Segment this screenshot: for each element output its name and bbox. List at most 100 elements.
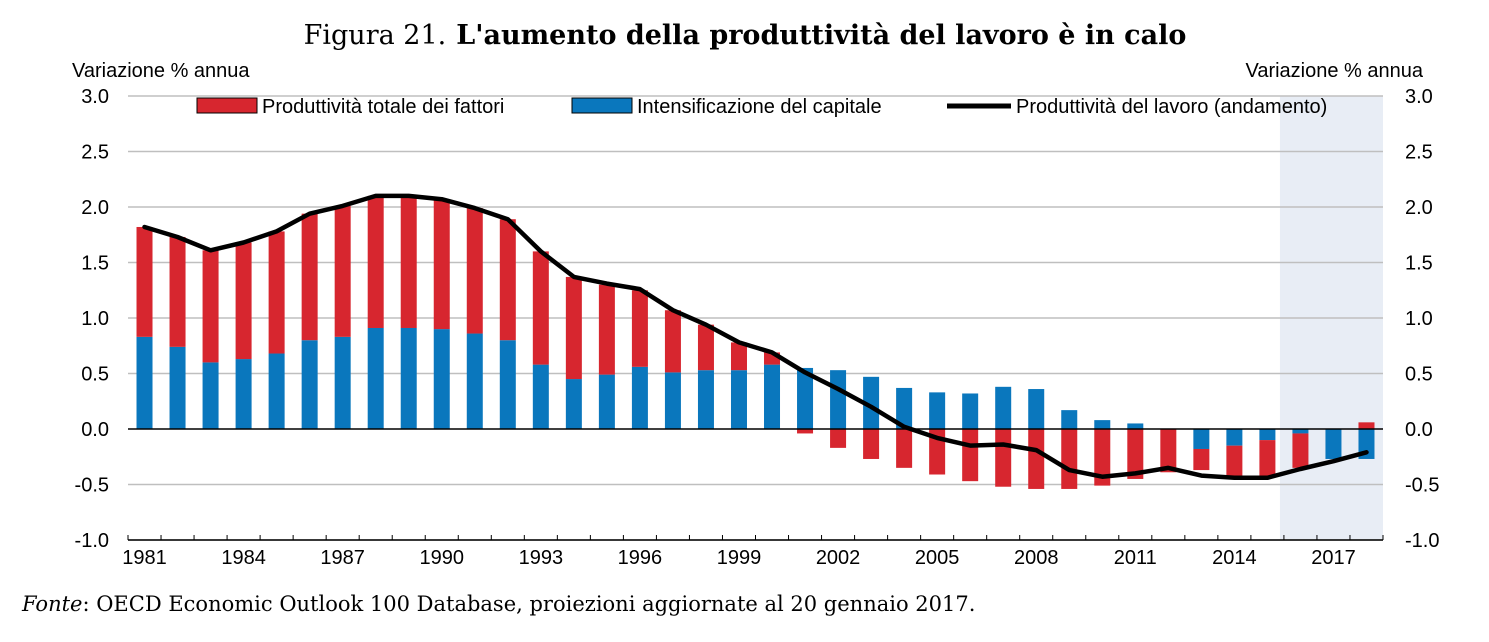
bar-capital bbox=[962, 393, 979, 429]
bar-tfp bbox=[400, 195, 417, 328]
bar-tfp bbox=[499, 219, 516, 341]
bar-capital bbox=[532, 364, 549, 429]
bar-tfp bbox=[664, 310, 681, 373]
y-tick-label-right: 2.0 bbox=[1405, 197, 1433, 219]
x-tick-label: 1993 bbox=[519, 547, 564, 569]
y-tick-label-left: 0.0 bbox=[81, 419, 109, 441]
bar-capital bbox=[334, 336, 351, 429]
x-tick-label: 2002 bbox=[816, 547, 861, 569]
bar-tfp bbox=[1226, 445, 1243, 477]
bar-capital bbox=[730, 370, 747, 429]
bar-capital bbox=[1325, 429, 1342, 459]
x-tick-label: 1984 bbox=[221, 547, 266, 569]
bar-tfp bbox=[1358, 422, 1375, 429]
x-tick-label: 2008 bbox=[1014, 547, 1059, 569]
bar-capital bbox=[1028, 389, 1045, 429]
bar-capital bbox=[764, 364, 781, 429]
bar-capital bbox=[598, 374, 615, 429]
y-tick-label-right: 1.0 bbox=[1405, 308, 1433, 330]
bar-capital bbox=[797, 367, 814, 429]
bar-tfp bbox=[598, 284, 615, 375]
bar-tfp bbox=[1292, 433, 1309, 468]
bar-tfp bbox=[730, 342, 747, 371]
bar-capital bbox=[268, 353, 285, 429]
bar-tfp bbox=[1259, 440, 1276, 477]
x-tick-label: 1990 bbox=[420, 547, 465, 569]
source-note: Fonte: OECD Economic Outlook 100 Databas… bbox=[21, 592, 975, 616]
bar-capital bbox=[1193, 429, 1210, 449]
bar-tfp bbox=[1127, 429, 1144, 479]
x-tick-label: 1996 bbox=[618, 547, 663, 569]
y-tick-label-right: 0.5 bbox=[1405, 364, 1433, 386]
line-group bbox=[142, 193, 1369, 481]
y-axis-right: 3.0 2.5 2.0 1.5 1.0 0.5 0.0 -0.5 -1.0 bbox=[1405, 86, 1439, 552]
title-main: L'aumento della produttività del lavoro … bbox=[456, 20, 1186, 51]
y-tick-label-right: 2.5 bbox=[1405, 142, 1433, 164]
labour-productivity-line bbox=[142, 193, 1369, 481]
y-tick-label-left: -0.5 bbox=[75, 475, 109, 497]
y-tick-label-left: 1.0 bbox=[81, 308, 109, 330]
y-tick-label-left: 0.5 bbox=[81, 364, 109, 386]
bar-tfp bbox=[1160, 429, 1177, 473]
bar-tfp bbox=[169, 236, 186, 347]
bar-capital bbox=[664, 372, 681, 429]
bar-tfp bbox=[830, 429, 847, 448]
y-tick-label-left: 1.5 bbox=[81, 253, 109, 275]
bar-tfp bbox=[962, 429, 979, 482]
bar-tfp bbox=[235, 242, 252, 360]
y-tick-label-right: 0.0 bbox=[1405, 419, 1433, 441]
y-tick-label-right: 3.0 bbox=[1405, 86, 1433, 108]
x-tick-label: 2017 bbox=[1311, 547, 1356, 569]
bar-tfp bbox=[367, 195, 384, 328]
bar-capital bbox=[466, 333, 483, 429]
bar-capital bbox=[565, 379, 582, 429]
x-tick-label: 1987 bbox=[320, 547, 365, 569]
x-tick-label: 1981 bbox=[122, 547, 167, 569]
bar-capital bbox=[697, 370, 714, 429]
left-axis-unit-label: Variazione % annua bbox=[72, 60, 250, 82]
y-tick-label-right: 1.5 bbox=[1405, 253, 1433, 275]
bar-capital bbox=[499, 340, 516, 429]
bar-capital bbox=[202, 362, 219, 429]
x-tick-label: 2005 bbox=[915, 547, 960, 569]
bar-tfp bbox=[1061, 429, 1078, 489]
x-tick-label: 2011 bbox=[1114, 547, 1157, 569]
source-label: Fonte bbox=[21, 592, 82, 616]
y-tick-label-left: 2.0 bbox=[81, 197, 109, 219]
bar-capital bbox=[1226, 429, 1243, 446]
y-tick-label-right: -0.5 bbox=[1405, 475, 1439, 497]
bar-capital bbox=[235, 359, 252, 429]
bar-tfp bbox=[797, 429, 814, 434]
bar-tfp bbox=[896, 429, 913, 468]
legend-label-tfp: Produttività totale dei fattori bbox=[262, 96, 504, 118]
y-axis-left: 3.0 2.5 2.0 1.5 1.0 0.5 0.0 -0.5 -1.0 bbox=[75, 86, 109, 552]
y-tick-label-right: -1.0 bbox=[1405, 530, 1439, 552]
bar-tfp bbox=[995, 429, 1012, 487]
bar-tfp bbox=[301, 213, 318, 341]
bar-tfp bbox=[202, 250, 219, 363]
bar-tfp bbox=[697, 324, 714, 371]
bar-capital bbox=[1094, 420, 1111, 429]
bar-capital bbox=[136, 336, 153, 429]
bar-tfp bbox=[863, 429, 880, 459]
bar-tfp bbox=[466, 208, 483, 334]
bar-capital bbox=[400, 327, 417, 429]
bar-capital bbox=[367, 327, 384, 429]
bar-tfp bbox=[136, 226, 153, 337]
bar-capital bbox=[929, 392, 946, 429]
bar-tfp bbox=[433, 199, 450, 330]
bar-capital bbox=[169, 346, 186, 429]
bar-tfp bbox=[334, 205, 351, 337]
bar-capital bbox=[1292, 429, 1309, 434]
title-prefix: Figura 21. bbox=[304, 20, 447, 51]
bar-tfp bbox=[1028, 429, 1045, 489]
bar-capital bbox=[631, 366, 648, 429]
bar-tfp bbox=[565, 276, 582, 380]
x-tick-label: 2014 bbox=[1212, 547, 1257, 569]
bar-capital bbox=[1061, 410, 1078, 429]
bar-capital bbox=[301, 340, 318, 429]
bar-capital bbox=[830, 370, 847, 429]
bar-tfp bbox=[631, 290, 648, 367]
bar-capital bbox=[995, 386, 1012, 429]
